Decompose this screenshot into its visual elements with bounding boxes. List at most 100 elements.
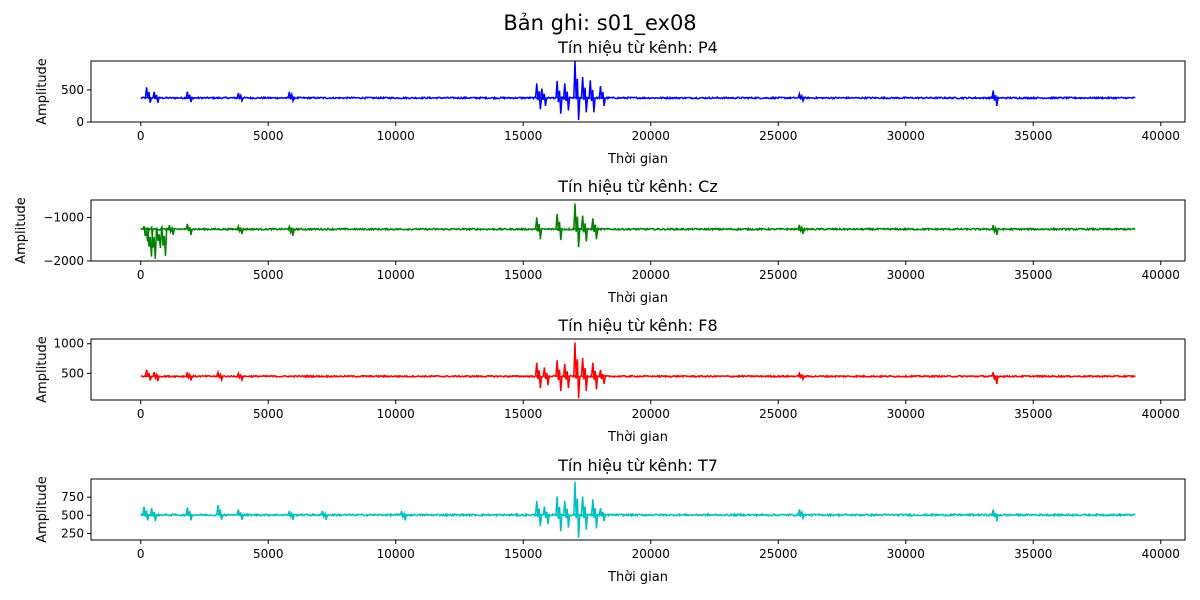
signal-event — [534, 217, 543, 240]
signal-event — [562, 363, 571, 389]
y-tick-label: 0 — [76, 115, 84, 129]
signal-event — [146, 226, 154, 257]
signal-event — [287, 91, 295, 104]
signal-event — [539, 88, 548, 107]
signal-event — [160, 224, 168, 256]
signal-event — [797, 371, 805, 382]
signal-event — [216, 369, 224, 383]
signal-event — [287, 224, 295, 236]
signal-event — [555, 360, 563, 392]
subplots: Tín hiệu từ kênh: P40 5000 10000 15000 20000… — [14, 38, 1186, 585]
signal-event — [590, 218, 599, 240]
x-tick-label: 25000 — [759, 268, 797, 282]
signal-event — [573, 481, 581, 538]
signal-event — [534, 83, 543, 110]
y-tick-label: −2000 — [43, 254, 84, 268]
signal-event — [185, 91, 193, 103]
signal-event — [590, 362, 599, 390]
signal-event — [236, 509, 244, 520]
subplot-title: Tín hiệu từ kênh: Cz — [557, 177, 717, 196]
signal-event — [562, 83, 571, 111]
signal-event — [149, 225, 158, 259]
signal-event — [555, 496, 563, 532]
x-tick-label: 0 — [137, 129, 145, 143]
x-tick-label: 10000 — [377, 268, 415, 282]
x-tick-label: 10000 — [377, 129, 415, 143]
x-tick-label: 15000 — [504, 407, 542, 421]
signal-event — [236, 371, 244, 383]
signal-event — [555, 80, 563, 114]
subplot-0: Tín hiệu từ kênh: P40 5000 10000 15000 20000… — [35, 38, 1186, 167]
signal-event — [590, 499, 599, 529]
x-axis-label: Thời gian — [607, 152, 668, 167]
signal-event — [144, 87, 153, 103]
signal-event — [580, 77, 589, 113]
x-tick-label: 15000 — [504, 268, 542, 282]
x-tick-label: 40000 — [1142, 268, 1180, 282]
x-tick-label: 5000 — [253, 268, 284, 282]
x-tick-label: 35000 — [1014, 407, 1052, 421]
signal-event — [555, 213, 563, 241]
x-tick-label: 40000 — [1142, 407, 1180, 421]
signal-event — [152, 91, 160, 103]
signal-event — [797, 509, 805, 521]
signal-event — [149, 507, 158, 522]
x-tick-label: 5000 — [253, 129, 284, 143]
signal-event — [542, 367, 550, 386]
x-tick-label: 20000 — [632, 268, 670, 282]
x-tick-label: 25000 — [759, 547, 797, 561]
signal-event — [542, 506, 550, 525]
x-tick-label: 40000 — [1142, 547, 1180, 561]
signal-trace — [140, 512, 1136, 518]
signal-event — [580, 357, 589, 392]
signal-trace — [140, 374, 1136, 379]
subplot-title: Tín hiệu từ kênh: P4 — [557, 38, 718, 57]
signal-event — [152, 371, 160, 382]
axes-frame — [90, 60, 1186, 123]
axes-frame — [90, 338, 1186, 401]
subplot-title: Tín hiệu từ kênh: T7 — [557, 456, 718, 475]
y-tick-label: 500 — [61, 83, 84, 97]
y-axis-label: Amplitude — [35, 476, 50, 543]
y-tick-label: 500 — [61, 508, 84, 522]
x-tick-label: 5000 — [253, 407, 284, 421]
signal-event — [155, 226, 163, 248]
axes-frame — [90, 478, 1186, 541]
signal-event — [580, 496, 589, 530]
y-axis-label: Amplitude — [35, 58, 50, 125]
y-tick-label: −1000 — [43, 210, 84, 224]
x-tick-label: 30000 — [887, 268, 925, 282]
signal-event — [185, 371, 193, 381]
x-tick-label: 15000 — [504, 547, 542, 561]
signal-event — [991, 509, 999, 522]
x-tick-label: 25000 — [759, 129, 797, 143]
signal-trace — [140, 95, 1136, 101]
x-axis-label: Thời gian — [607, 570, 668, 585]
signal-event — [588, 80, 596, 113]
x-tick-label: 10000 — [377, 407, 415, 421]
x-tick-label: 30000 — [887, 407, 925, 421]
x-tick-label: 0 — [137, 407, 145, 421]
axes-frame — [90, 199, 1186, 262]
signal-event — [598, 85, 607, 107]
x-tick-label: 35000 — [1014, 547, 1052, 561]
x-tick-label: 10000 — [377, 547, 415, 561]
x-tick-label: 35000 — [1014, 268, 1052, 282]
x-tick-label: 30000 — [887, 129, 925, 143]
subplot-1: Tín hiệu từ kênh: Cz 0 5000 10000 15000 20000… — [14, 177, 1186, 306]
signal-event — [598, 507, 607, 522]
signal-event — [580, 215, 589, 242]
x-tick-label: 30000 — [887, 547, 925, 561]
signal-event — [236, 92, 244, 104]
x-axis-label: Thời gian — [607, 430, 668, 445]
signal-event — [399, 510, 408, 521]
x-tick-label: 5000 — [253, 547, 284, 561]
signal-event — [797, 90, 805, 104]
signal-event — [144, 369, 153, 381]
signal-event — [573, 60, 581, 121]
signal-event — [167, 225, 176, 236]
signal-event — [142, 506, 150, 521]
x-tick-label: 20000 — [632, 129, 670, 143]
